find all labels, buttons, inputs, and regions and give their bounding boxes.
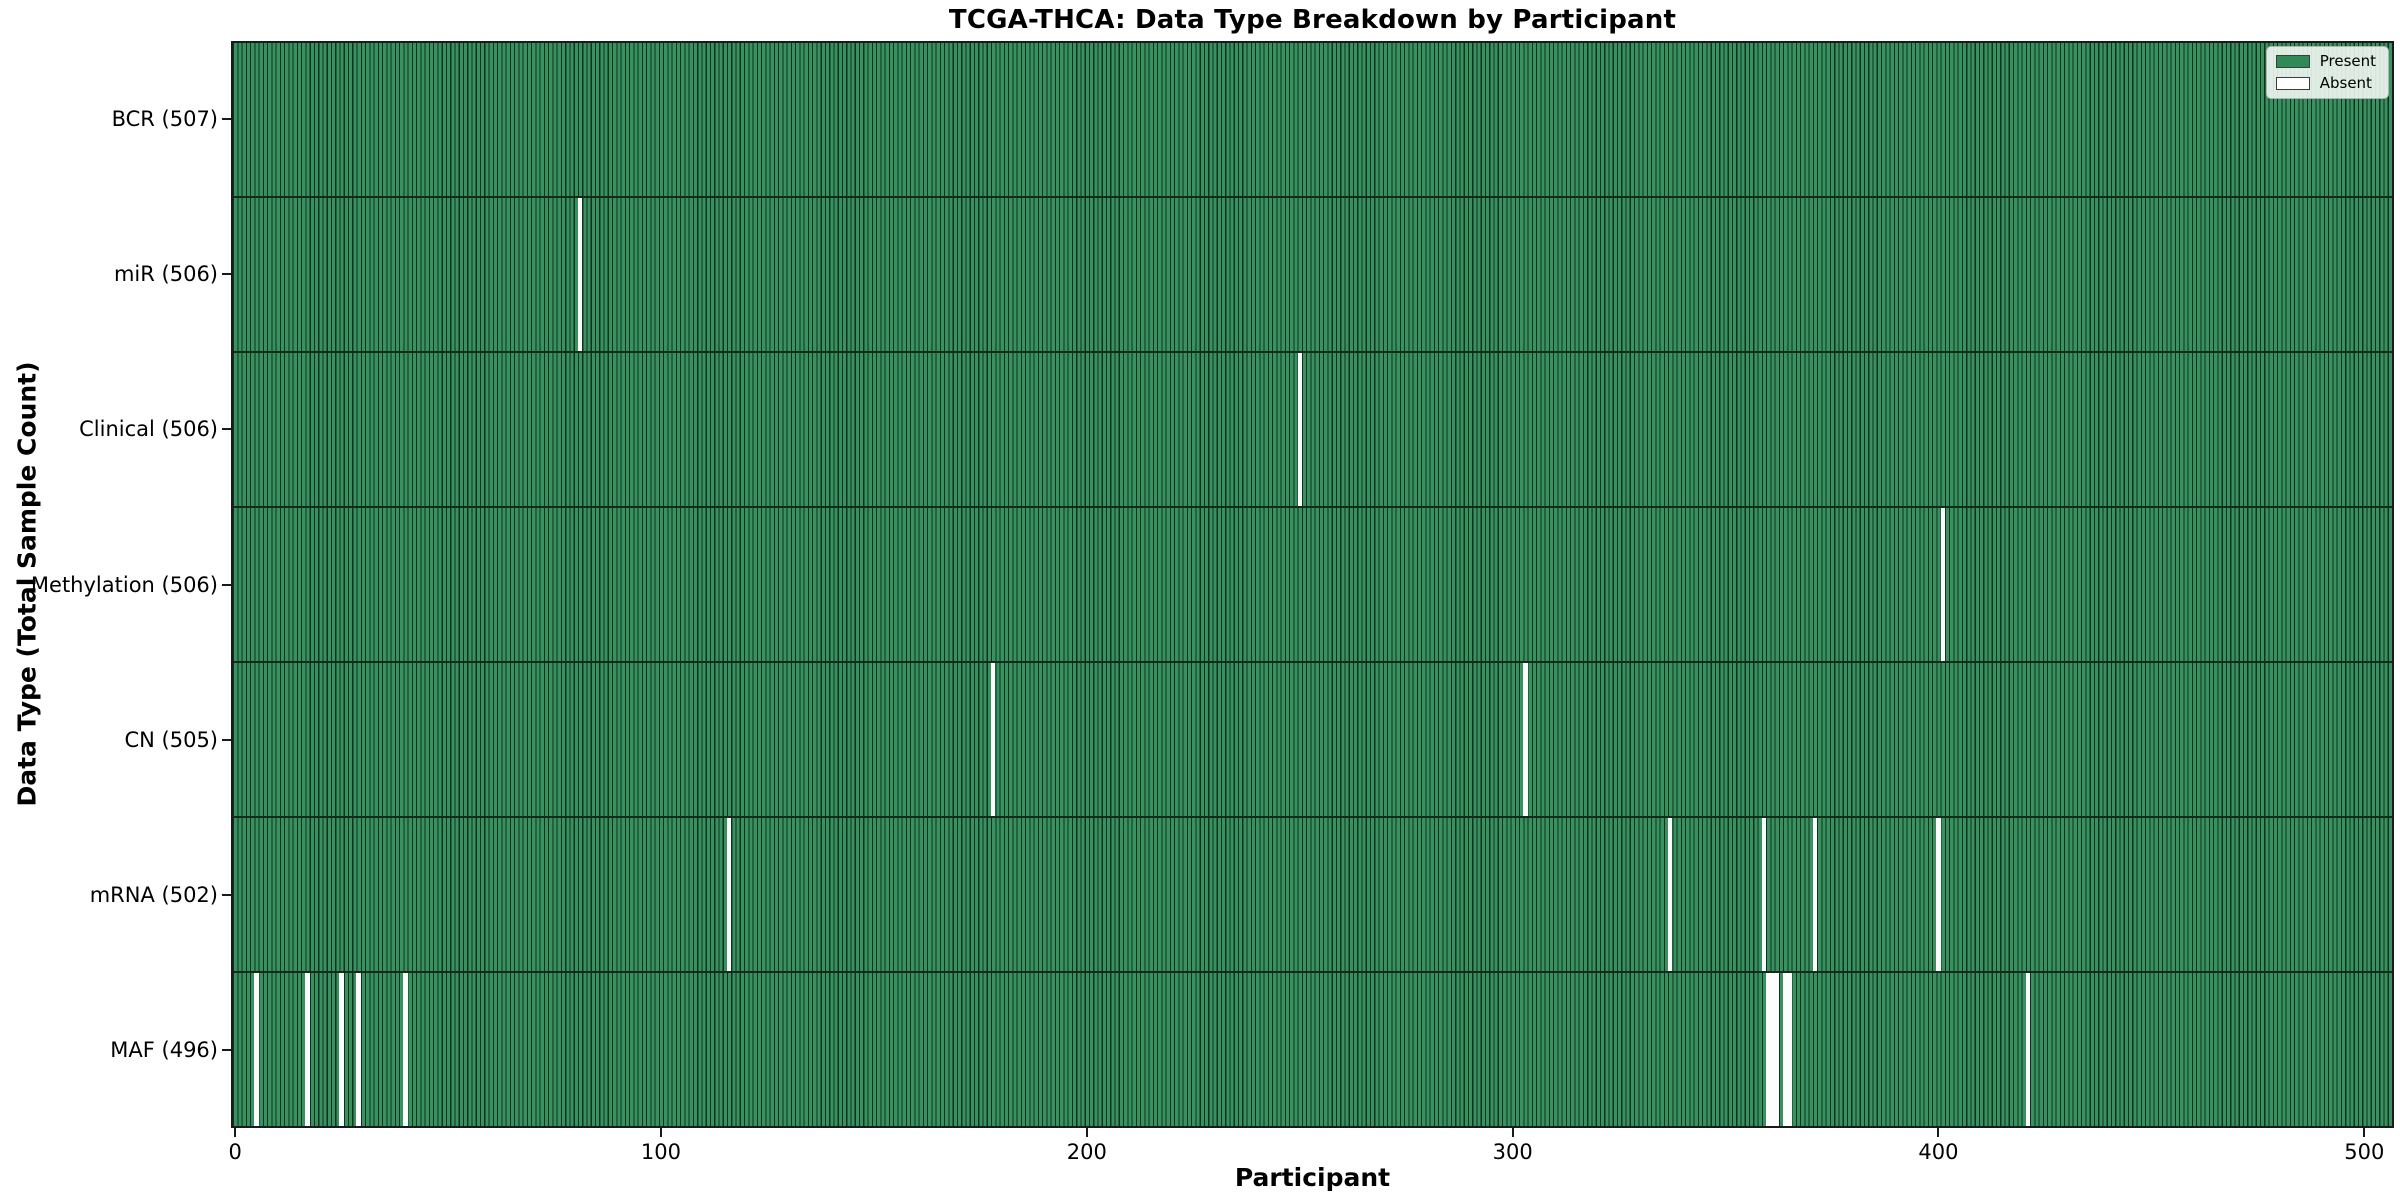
absent-bar bbox=[1936, 818, 1941, 971]
row-clinical bbox=[233, 351, 2392, 506]
absent-bar bbox=[1766, 973, 1771, 1126]
xtick-label-100: 100 bbox=[640, 1140, 681, 1164]
absent-bar bbox=[1668, 818, 1673, 971]
ytick-mark bbox=[222, 583, 231, 586]
row-cn bbox=[233, 661, 2392, 816]
absent-bar bbox=[2025, 973, 2031, 1126]
absent-bar bbox=[1787, 973, 1792, 1126]
ytick-mark bbox=[222, 428, 231, 431]
xtick-mark bbox=[659, 1128, 662, 1137]
xtick-mark bbox=[234, 1128, 237, 1137]
xtick-label-0: 0 bbox=[228, 1140, 242, 1164]
absent-bar bbox=[305, 973, 310, 1126]
absent-bar bbox=[254, 973, 259, 1126]
ytick-label-mir: miR (506) bbox=[113, 261, 218, 286]
legend-item-present: Present bbox=[2275, 52, 2376, 70]
legend-label: Present bbox=[2319, 52, 2376, 70]
xtick-label-500: 500 bbox=[2344, 1140, 2385, 1164]
xtick-mark bbox=[2363, 1128, 2366, 1137]
absent-bar bbox=[403, 973, 408, 1126]
ytick-label-methylation: Methylation (506) bbox=[30, 572, 218, 597]
xtick-label-400: 400 bbox=[1918, 1140, 1959, 1164]
ytick-mark bbox=[222, 738, 231, 741]
xtick-label-200: 200 bbox=[1066, 1140, 1107, 1164]
xtick-label-300: 300 bbox=[1492, 1140, 1533, 1164]
legend-item-absent: Absent bbox=[2275, 74, 2376, 92]
x-axis-label: Participant bbox=[1234, 1163, 1391, 1192]
xtick-mark bbox=[1937, 1128, 1940, 1137]
xtick-mark bbox=[1511, 1128, 1514, 1137]
chart-title: TCGA-THCA: Data Type Breakdown by Partic… bbox=[948, 5, 1677, 35]
absent-bar bbox=[1812, 818, 1818, 971]
ytick-mark bbox=[222, 1049, 231, 1052]
ytick-label-clinical: Clinical (506) bbox=[79, 417, 218, 442]
absent-bar bbox=[339, 973, 344, 1126]
plot-area: Present Absent bbox=[231, 41, 2394, 1128]
row-mrna bbox=[233, 816, 2392, 971]
absent-bar bbox=[1297, 353, 1302, 506]
absent-bar bbox=[1761, 818, 1766, 971]
absent-bar bbox=[726, 818, 732, 971]
legend-swatch-icon bbox=[2275, 77, 2310, 90]
absent-bar bbox=[1770, 973, 1775, 1126]
legend: Present Absent bbox=[2265, 46, 2389, 99]
xtick-mark bbox=[1085, 1128, 1088, 1137]
absent-bar bbox=[356, 973, 361, 1126]
legend-swatch-icon bbox=[2275, 55, 2310, 68]
absent-bar bbox=[577, 198, 583, 351]
absent-bar bbox=[1940, 508, 1945, 661]
absent-bar bbox=[1523, 663, 1528, 816]
row-maf bbox=[233, 971, 2392, 1126]
absent-bar bbox=[1783, 973, 1788, 1126]
ytick-label-maf: MAF (496) bbox=[110, 1038, 218, 1063]
row-bcr bbox=[233, 43, 2392, 196]
ytick-mark bbox=[222, 894, 231, 897]
absent-bar bbox=[1774, 973, 1779, 1126]
ytick-label-cn: CN (505) bbox=[124, 727, 218, 752]
ytick-label-bcr: BCR (507) bbox=[111, 106, 218, 131]
row-mir bbox=[233, 196, 2392, 351]
ytick-mark bbox=[222, 117, 231, 120]
ytick-mark bbox=[222, 272, 231, 275]
row-methylation bbox=[233, 506, 2392, 661]
absent-bar bbox=[990, 663, 996, 816]
legend-label: Absent bbox=[2319, 74, 2372, 92]
ytick-label-mrna: mRNA (502) bbox=[89, 883, 218, 908]
